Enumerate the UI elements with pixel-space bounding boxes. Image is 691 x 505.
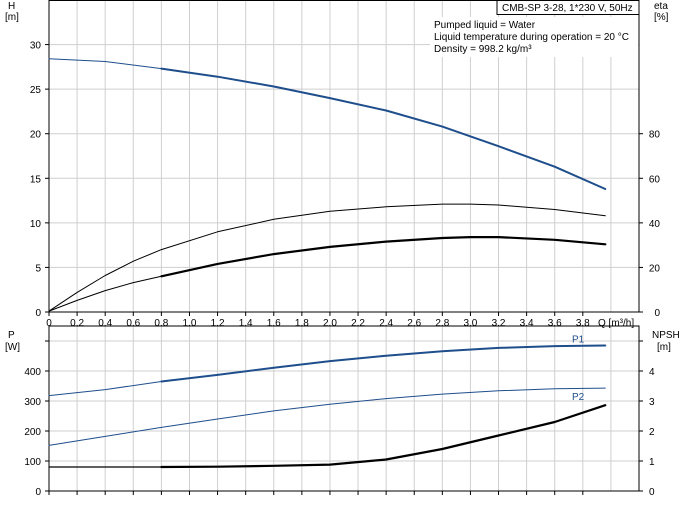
top-x-tick-label: 2.6 [407,318,421,329]
top-x-tick-label: 0.2 [70,318,84,329]
top-yleft-tick-label: 5 [35,263,41,274]
top-x-tick-label: 1.2 [211,318,225,329]
top-x-tick-label: 0.8 [154,318,168,329]
top-yleft-tick-label: 10 [30,219,42,230]
top-yleft-tick-label: 30 [30,41,42,52]
bottom-yright-tick-label: 4 [649,367,655,378]
bottom-plot-frame [48,325,640,492]
bottom-yleft-unit: [W] [5,342,20,353]
head-curve-low-flow [48,58,162,70]
top-yright-label: eta [654,1,668,12]
efficiency-curve-operating [160,236,607,278]
top-yright-tick-label: 80 [649,130,661,141]
top-plot-frame [48,0,640,313]
top-yleft-unit: [m] [5,12,19,23]
p2-curve [48,387,606,446]
bottom-yright-label: NPSH [652,330,680,341]
bottom-yleft-tick-label: 200 [24,427,41,438]
bottom-yright-tick-label: 0 [649,487,655,498]
info-line: Pumped liquid = Water [434,20,536,31]
head-curve-operating [160,67,607,190]
chart-title: CMB-SP 3-28, 1*230 V, 50Hz [502,3,633,14]
info-box [430,17,638,57]
bottom-yleft-tick-label: 0 [35,487,41,498]
bottom-grid [48,326,639,492]
top-yleft-tick-label: 25 [30,85,42,96]
top-x-tick-label: 1.0 [183,318,197,329]
top-x-tick-label: 3.6 [548,318,562,329]
p2-label: P2 [572,392,585,403]
bottom-yleft-tick-label: 400 [24,367,41,378]
bottom-yleft-label: P [8,330,15,341]
bottom-yright-tick-label: 2 [649,427,655,438]
top-x-tick-label: 2.2 [351,318,365,329]
top-yright-unit: [%] [654,12,669,23]
info-line: Density = 998.2 kg/m³ [434,44,532,55]
top-x-tick-label: 1.6 [267,318,281,329]
top-x-axis-label: Q [m³/h] [598,318,634,329]
top-x-tick-label: 1.4 [239,318,253,329]
npsh-curve-operating [160,404,607,469]
top-x-tick-label: 2.8 [435,318,449,329]
efficiency-curve-low-flow [48,275,162,312]
efficiency-curve-thin [48,203,606,312]
top-x-tick-label: 1.8 [295,318,309,329]
top-x-tick-label: 3.0 [463,318,477,329]
top-x-tick-label: 0 [46,318,52,329]
top-x-tick-label: 3.4 [520,318,534,329]
p1-curve-operating [160,344,607,383]
top-yright-tick-label: 40 [649,219,661,230]
p1-curve-low-flow [48,381,162,397]
top-yleft-label: H [8,1,15,12]
bottom-yright-tick-label: 3 [649,397,655,408]
top-yright-tick-label: 0 [654,308,660,319]
bottom-yright-unit: [m] [657,342,671,353]
p1-label: P1 [572,335,585,346]
top-x-tick-label: 0.6 [126,318,140,329]
info-line: Liquid temperature during operation = 20… [434,32,629,43]
top-yleft-tick-label: 20 [30,130,42,141]
top-yleft-tick-label: 15 [30,174,42,185]
title-box [496,0,640,15]
top-yright-tick-label: 60 [649,174,661,185]
top-yright-tick-label: 20 [649,263,661,274]
top-yleft-tick-label: 0 [35,308,41,319]
top-x-tick-label: 2.4 [379,318,393,329]
bottom-yright-tick-label: 1 [649,457,655,468]
top-x-tick-label: 0.4 [98,318,112,329]
bottom-yleft-tick-label: 100 [24,457,41,468]
top-x-tick-label: 3.8 [576,318,590,329]
top-x-tick-label: 2.0 [323,318,337,329]
bottom-yleft-tick-label: 300 [24,397,41,408]
top-x-tick-label: 3.2 [492,318,506,329]
